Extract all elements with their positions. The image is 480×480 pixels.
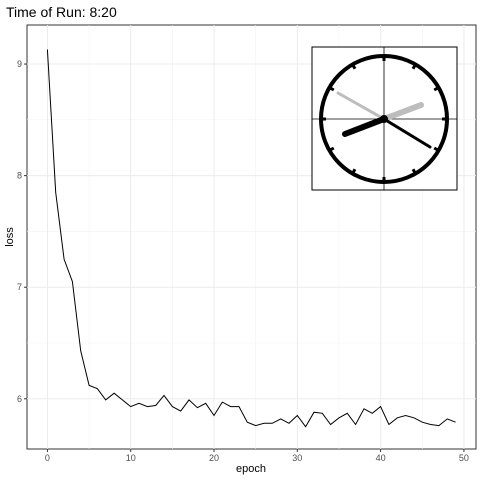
clock-center-pin (380, 115, 388, 123)
y-tick-label: 8 (17, 171, 22, 181)
clock-hour-hand-shadow (381, 102, 424, 122)
y-tick-label: 9 (17, 59, 22, 69)
clock-tick (351, 168, 357, 175)
y-tick-label: 6 (17, 394, 22, 404)
clock-tick (433, 86, 440, 92)
x-tick-label: 40 (376, 453, 386, 463)
x-tick-label: 50 (459, 453, 469, 463)
x-axis-ticks: 0 10 20 30 40 50 (45, 449, 469, 463)
loss-line (46, 49, 456, 428)
chart-title: Time of Run: 8:20 (6, 4, 117, 20)
clock-tick (433, 146, 440, 152)
y-axis-ticks: 6 7 8 9 (17, 59, 27, 404)
x-tick-label: 20 (209, 453, 219, 463)
clock-tick (328, 146, 335, 152)
clock-tick (351, 63, 357, 70)
clock-minute-hand (382, 117, 432, 149)
x-tick-label: 10 (126, 453, 136, 463)
clock-hour-ticks (321, 56, 447, 182)
clock-tick (411, 168, 417, 175)
y-axis-title: loss (4, 227, 16, 247)
series-layer (46, 49, 456, 428)
clock-hour-hand (342, 116, 387, 137)
x-tick-label: 30 (292, 453, 302, 463)
x-axis-title: epoch (236, 463, 266, 475)
clock-second-hand (336, 91, 386, 121)
y-tick-label: 7 (17, 282, 22, 292)
x-tick-label: 0 (45, 453, 50, 463)
clock-tick (411, 63, 417, 70)
clock-tick (328, 86, 335, 92)
clock-inset (311, 46, 458, 191)
